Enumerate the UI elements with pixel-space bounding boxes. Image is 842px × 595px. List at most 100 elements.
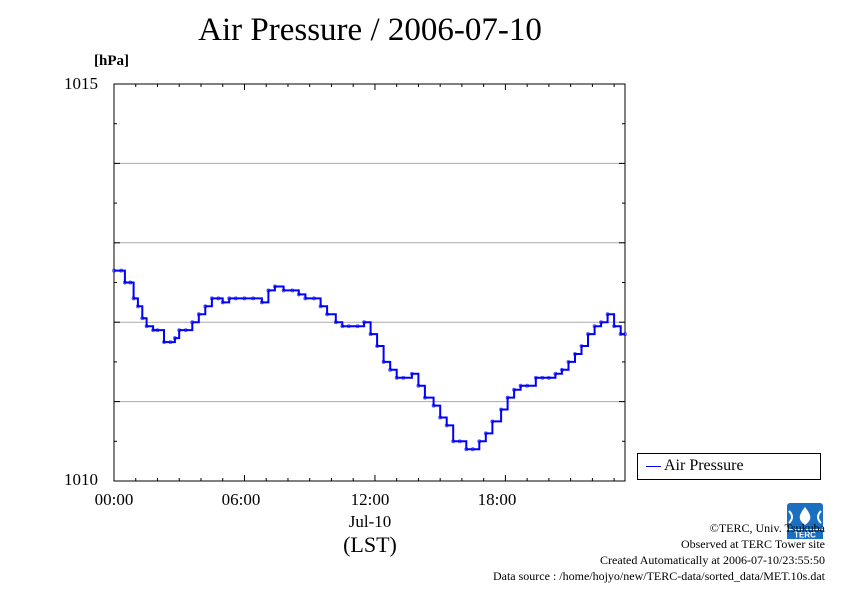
- data-point: [579, 344, 584, 348]
- data-point: [296, 292, 301, 297]
- data-point: [155, 328, 160, 333]
- credit-copyright: ©TERC, Univ. Tsukuba: [709, 521, 825, 535]
- credit-created: Created Automatically at 2006-07-10/23:5…: [600, 553, 825, 567]
- data-point: [533, 375, 538, 380]
- data-point: [135, 304, 140, 309]
- data-point: [470, 447, 475, 452]
- data-point: [172, 336, 177, 341]
- x-tick-label-1800: 18:00: [477, 490, 517, 509]
- data-point: [477, 439, 482, 444]
- data-point: [375, 344, 380, 348]
- data-point: [220, 300, 225, 305]
- series-line-air-pressure: [114, 269, 625, 451]
- x-tick-label-0000: 00:00: [94, 490, 134, 509]
- y-unit-label: [hPa]: [94, 53, 129, 69]
- data-point: [259, 300, 264, 305]
- credit-source: Data source : /home/hojyo/new/TERC-data/…: [492, 569, 825, 583]
- data-point: [318, 304, 323, 309]
- data-point: [312, 296, 317, 301]
- data-point: [566, 359, 571, 364]
- data-point: [388, 367, 393, 372]
- data-point: [122, 280, 127, 285]
- data-point: [325, 312, 330, 317]
- data-point: [272, 284, 277, 289]
- data-point: [483, 431, 488, 436]
- y-tick-label-bottom: 1010: [64, 470, 98, 489]
- plot-frame: [113, 83, 626, 482]
- data-point: [451, 439, 456, 444]
- x-zone-label: (LST): [343, 532, 397, 557]
- data-point: [131, 296, 136, 301]
- data-point: [266, 288, 271, 293]
- data-point: [303, 296, 308, 301]
- data-point: [112, 268, 116, 273]
- data-point: [203, 304, 208, 309]
- data-point: [340, 324, 345, 329]
- credit-observed: Observed at TERC Tower site: [680, 537, 825, 551]
- data-point: [227, 296, 232, 301]
- data-point: [559, 367, 564, 372]
- y-tick-label-top: 1015: [64, 74, 98, 93]
- data-point: [151, 328, 156, 333]
- data-point: [168, 340, 173, 344]
- data-point: [431, 403, 436, 408]
- data-point: [177, 328, 182, 333]
- data-point: [242, 296, 247, 301]
- data-point: [464, 447, 469, 452]
- data-point: [416, 383, 421, 388]
- data-point: [618, 332, 623, 337]
- data-point: [183, 328, 188, 333]
- data-point: [553, 371, 558, 376]
- x-date-label: Jul-10: [348, 512, 392, 531]
- data-point: [190, 320, 195, 325]
- data-point: [444, 423, 449, 428]
- data-point: [209, 296, 214, 301]
- credits: ©TERC, Univ. Tsukuba Observed at TERC To…: [493, 520, 825, 584]
- data-point: [599, 320, 604, 325]
- data-point: [512, 387, 517, 392]
- data-point: [381, 359, 386, 364]
- data-point: [457, 439, 462, 444]
- data-point: [333, 320, 338, 325]
- data-point: [401, 375, 406, 380]
- data-point: [355, 324, 360, 329]
- data-point: [499, 407, 504, 412]
- data-point: [140, 316, 145, 321]
- data-point: [490, 419, 495, 424]
- data-point: [290, 288, 295, 293]
- data-point: [422, 395, 427, 400]
- chart-title: Air Pressure / 2006-07-10: [198, 12, 542, 48]
- data-point: [128, 280, 133, 285]
- legend: Air Pressure: [637, 453, 821, 480]
- data-point: [409, 371, 414, 376]
- data-point: [505, 395, 510, 400]
- data-point: [573, 352, 577, 356]
- data-point: [540, 375, 545, 380]
- data-point: [394, 375, 399, 380]
- data-point: [251, 296, 256, 301]
- data-point: [144, 324, 149, 329]
- data-point: [233, 296, 238, 301]
- data-point: [586, 332, 590, 337]
- data-point: [612, 324, 617, 329]
- data-point: [623, 332, 627, 337]
- data-point: [518, 383, 523, 388]
- data-point: [162, 340, 166, 344]
- data-point: [346, 324, 351, 329]
- data-point: [216, 296, 221, 301]
- x-tick-label-0600: 06:00: [221, 490, 261, 509]
- data-point: [119, 268, 124, 273]
- legend-label: Air Pressure: [664, 457, 744, 474]
- data-point: [438, 415, 443, 420]
- data-point: [605, 312, 610, 317]
- data-point: [525, 383, 530, 388]
- data-point: [281, 288, 286, 293]
- data-point: [592, 324, 597, 329]
- data-point: [368, 332, 373, 337]
- terc-logo: TERC: [787, 503, 823, 540]
- data-point: [196, 312, 201, 317]
- logo-text: TERC: [794, 531, 816, 540]
- data-point: [362, 320, 367, 325]
